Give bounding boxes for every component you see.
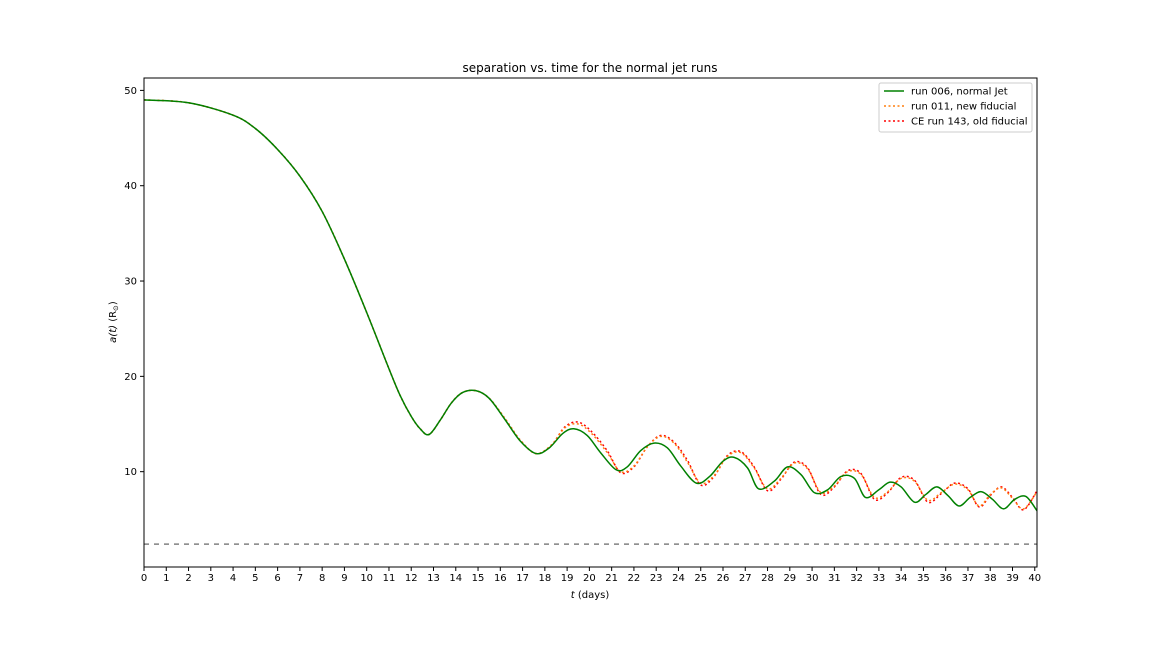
legend-entry-label: CE run 143, old fiducial bbox=[911, 117, 1027, 128]
x-tick-label: 14 bbox=[449, 573, 462, 584]
x-tick-label: 36 bbox=[939, 573, 952, 584]
x-tick-label: 31 bbox=[828, 573, 841, 584]
y-tick-label: 40 bbox=[124, 181, 137, 192]
x-tick-label: 40 bbox=[1028, 573, 1041, 584]
x-tick-label: 8 bbox=[319, 573, 325, 584]
x-tick-label: 25 bbox=[694, 573, 707, 584]
x-axis-label-symbol: t bbox=[571, 590, 576, 601]
legend-box bbox=[878, 82, 1033, 133]
x-tick-label: 38 bbox=[984, 573, 997, 584]
y-tick-label: 10 bbox=[124, 467, 137, 478]
x-tick-label: 3 bbox=[208, 573, 214, 584]
series-line-run-143 bbox=[144, 99, 1037, 511]
x-tick-label: 29 bbox=[783, 573, 796, 584]
x-tick-label: 21 bbox=[605, 573, 618, 584]
x-tick-label: 18 bbox=[538, 573, 551, 584]
y-axis-label-unit: (R bbox=[108, 311, 119, 325]
x-tick-label: 27 bbox=[739, 573, 752, 584]
y-axis-label-close: ) bbox=[108, 301, 119, 305]
y-tick-label: 50 bbox=[124, 86, 137, 97]
x-tick-label: 7 bbox=[297, 573, 303, 584]
legend-entry-label: run 006, normal Jet bbox=[911, 87, 1008, 98]
axes-frame bbox=[143, 77, 1038, 568]
series-layer bbox=[144, 99, 1037, 512]
x-tick-label: 28 bbox=[761, 573, 774, 584]
x-tick-label: 17 bbox=[516, 573, 529, 584]
x-tick-label: 10 bbox=[360, 573, 373, 584]
x-tick-label: 22 bbox=[628, 573, 641, 584]
x-tick-label: 2 bbox=[185, 573, 191, 584]
x-axis: 0 1 2 3 4 5 6 7 8 9 10 11 12 13 14 15 16 17 18 19 20 21 22 23 24… bbox=[141, 567, 1041, 584]
x-tick-label: 33 bbox=[873, 573, 886, 584]
series-line-run-006 bbox=[144, 99, 1037, 512]
x-tick-label: 13 bbox=[427, 573, 440, 584]
x-tick-label: 5 bbox=[252, 573, 258, 584]
x-tick-label: 32 bbox=[850, 573, 863, 584]
y-tick-label: 30 bbox=[124, 277, 137, 288]
y-tick-label: 20 bbox=[124, 372, 137, 383]
legend: run 006, normal Jet run 011, new fiducial… bbox=[878, 82, 1033, 133]
y-axis: 10 20 30 40 50 bbox=[124, 86, 144, 478]
legend-entry-label: run 011, new fiducial bbox=[911, 102, 1016, 113]
x-tick-label: 39 bbox=[1006, 573, 1019, 584]
chart-title: separation vs. time for the normal jet r… bbox=[463, 61, 718, 75]
x-tick-label: 12 bbox=[405, 573, 418, 584]
x-tick-label: 19 bbox=[561, 573, 574, 584]
plot-area bbox=[143, 77, 1038, 568]
x-tick-label: 34 bbox=[895, 573, 908, 584]
x-tick-label: 16 bbox=[494, 573, 507, 584]
series-line-run-011 bbox=[144, 99, 1037, 510]
x-axis-label-unit: (days) bbox=[575, 590, 610, 601]
x-tick-label: 26 bbox=[717, 573, 730, 584]
y-axis-label-sub: ⊙ bbox=[112, 305, 120, 311]
x-tick-label: 24 bbox=[672, 573, 685, 584]
x-tick-label: 1 bbox=[163, 573, 169, 584]
x-tick-label: 37 bbox=[962, 573, 975, 584]
x-tick-label: 4 bbox=[230, 573, 236, 584]
y-axis-label: a(t) (R⊙) bbox=[108, 301, 120, 343]
y-axis-label-symbol: a(t) bbox=[108, 325, 119, 343]
x-tick-label: 23 bbox=[650, 573, 663, 584]
x-tick-label: 35 bbox=[917, 573, 930, 584]
x-tick-label: 6 bbox=[274, 573, 280, 584]
x-tick-label: 9 bbox=[341, 573, 347, 584]
x-tick-label: 20 bbox=[583, 573, 596, 584]
x-tick-label: 11 bbox=[383, 573, 396, 584]
x-tick-label: 30 bbox=[806, 573, 819, 584]
x-tick-label: 15 bbox=[472, 573, 485, 584]
x-tick-label: 0 bbox=[141, 573, 147, 584]
x-axis-label: t (days) bbox=[571, 590, 610, 601]
